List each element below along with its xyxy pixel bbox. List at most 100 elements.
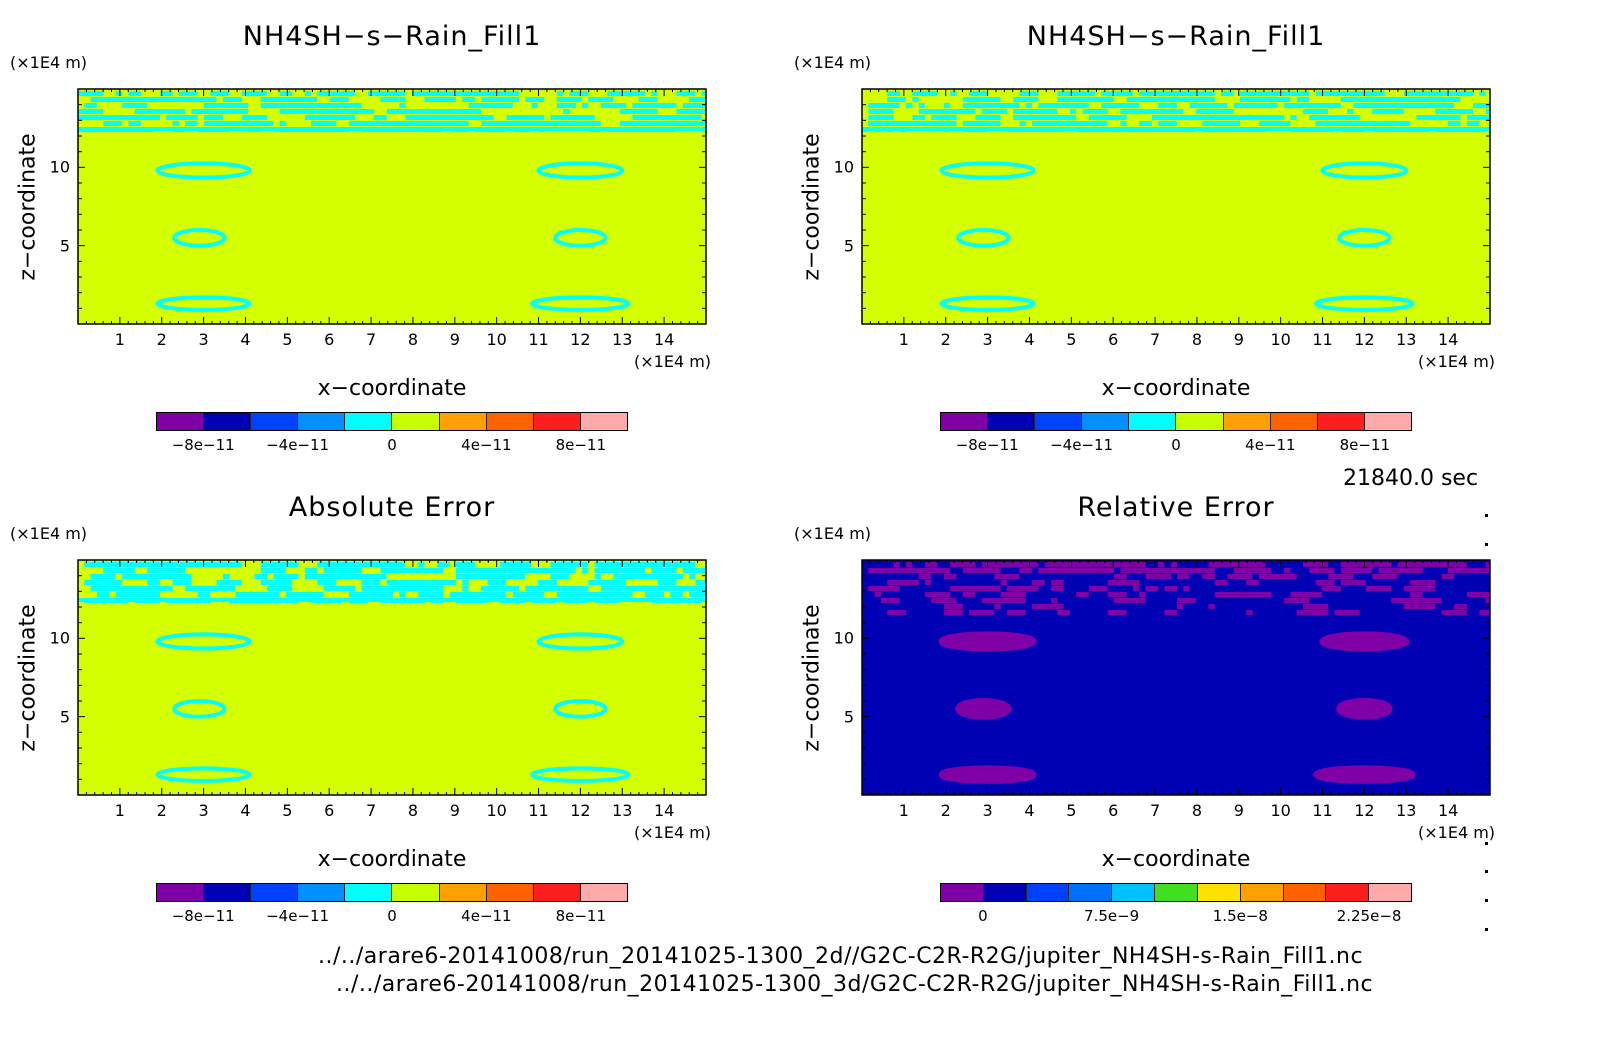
contour-cell bbox=[1006, 610, 1020, 615]
contour-cell bbox=[204, 109, 230, 114]
contour-cell bbox=[1139, 109, 1146, 114]
contour-cell bbox=[1410, 592, 1423, 597]
contour-cell bbox=[600, 103, 614, 108]
contour-cell bbox=[1485, 109, 1490, 114]
contour-cell bbox=[1315, 103, 1341, 108]
contour-cell bbox=[893, 91, 900, 96]
contour-cell bbox=[1025, 91, 1033, 96]
contour-cell bbox=[462, 568, 469, 573]
contour-cell bbox=[1114, 91, 1133, 96]
contour-cell bbox=[1359, 97, 1373, 102]
contour-cell bbox=[619, 562, 627, 567]
contour-cell bbox=[222, 97, 242, 102]
contour-cell bbox=[1309, 115, 1322, 120]
contour-cell bbox=[544, 121, 570, 126]
contour-cell bbox=[1485, 598, 1490, 603]
contour-cell bbox=[1101, 115, 1121, 120]
contour-cell bbox=[657, 127, 677, 132]
contour-cell bbox=[1120, 127, 1133, 132]
contour-cell bbox=[96, 109, 104, 114]
contour-cell bbox=[701, 109, 706, 114]
contour-cell bbox=[1454, 604, 1467, 609]
x-tick-label: 12 bbox=[570, 330, 591, 349]
contour-cell bbox=[912, 97, 919, 102]
contour-cell bbox=[399, 103, 406, 108]
contour-cell bbox=[1019, 97, 1039, 102]
contour-cell bbox=[1277, 91, 1303, 96]
x-tick-label: 9 bbox=[1233, 330, 1244, 349]
contour-cell bbox=[456, 574, 463, 579]
contour-cell bbox=[657, 586, 671, 591]
contour-cell bbox=[1069, 91, 1096, 96]
contour-cell bbox=[676, 109, 696, 114]
contour-cell bbox=[1429, 115, 1448, 120]
contour-cell bbox=[1145, 97, 1159, 102]
contour-cell bbox=[1296, 610, 1322, 615]
contour-cell bbox=[1403, 604, 1429, 609]
contour-cell bbox=[1284, 121, 1291, 126]
contour-cell bbox=[1290, 592, 1316, 597]
contour-cell bbox=[899, 127, 907, 132]
contour-cell bbox=[147, 97, 167, 102]
x-axis-label: x−coordinate bbox=[1101, 847, 1251, 872]
x-tick-label: 9 bbox=[1233, 801, 1244, 820]
contour-cell bbox=[336, 109, 362, 114]
contour-cell bbox=[1296, 127, 1310, 132]
contour-cell bbox=[355, 109, 362, 114]
y-unit-label: (×1E4 m) bbox=[794, 53, 872, 72]
contour-cell bbox=[1334, 115, 1348, 120]
colorbar-swatch bbox=[1317, 413, 1365, 430]
contour-cell bbox=[323, 115, 349, 120]
contour-cell bbox=[1183, 115, 1190, 120]
contour-cell bbox=[651, 127, 671, 132]
contour-cell bbox=[298, 127, 305, 132]
contour-cell bbox=[887, 568, 913, 573]
contour-cell bbox=[153, 574, 179, 579]
x-tick-label: 4 bbox=[240, 801, 251, 820]
contour-blob bbox=[956, 228, 1011, 248]
contour-cell bbox=[1069, 109, 1077, 114]
contour-cell bbox=[336, 568, 362, 573]
contour-cell bbox=[500, 586, 519, 591]
contour-cell bbox=[386, 127, 393, 132]
contour-cell bbox=[204, 103, 217, 108]
contour-cell bbox=[962, 127, 982, 132]
contour-cell bbox=[487, 574, 494, 579]
contour-cell bbox=[626, 568, 645, 573]
contour-cell bbox=[178, 574, 192, 579]
contour-cell bbox=[544, 586, 564, 591]
colorbar-tick-label: 8e−11 bbox=[1339, 436, 1391, 454]
contour-cell bbox=[456, 568, 475, 573]
contour-cell bbox=[393, 109, 406, 114]
contour-cell bbox=[645, 592, 664, 597]
contour-cell bbox=[1051, 586, 1064, 591]
contour-cell bbox=[1340, 574, 1348, 579]
contour-cell bbox=[330, 562, 356, 567]
x-tick-label: 6 bbox=[324, 801, 335, 820]
contour-cell bbox=[1290, 127, 1303, 132]
contour-cell bbox=[1114, 598, 1140, 603]
contour-cell bbox=[1233, 574, 1247, 579]
contour-cell bbox=[493, 91, 519, 96]
contour-cell bbox=[1271, 91, 1285, 96]
contour-cell bbox=[969, 568, 976, 573]
contour-cell bbox=[943, 121, 951, 126]
contour-cell bbox=[330, 586, 349, 591]
x-tick-label: 5 bbox=[1066, 801, 1077, 820]
colorbar-swatch bbox=[1112, 884, 1156, 901]
chart-title: NH4SH−s−Rain_Fill1 bbox=[1026, 21, 1326, 52]
x-tick-label: 11 bbox=[1312, 330, 1333, 349]
contour-cell bbox=[1044, 604, 1064, 609]
contour-cell bbox=[525, 586, 545, 591]
colorbar-swatch bbox=[1082, 413, 1130, 430]
contour-cell bbox=[1240, 103, 1253, 108]
contour-cell bbox=[254, 115, 267, 120]
colorbar-swatch bbox=[486, 884, 534, 901]
colorbar-tick-label: 8e−11 bbox=[555, 436, 607, 454]
contour-cell bbox=[1410, 580, 1436, 585]
contour-cell bbox=[1347, 121, 1354, 126]
contour-cell bbox=[950, 91, 957, 96]
marker-dot bbox=[1485, 514, 1488, 517]
contour-cell bbox=[1441, 97, 1461, 102]
plot-frame bbox=[861, 88, 1491, 325]
